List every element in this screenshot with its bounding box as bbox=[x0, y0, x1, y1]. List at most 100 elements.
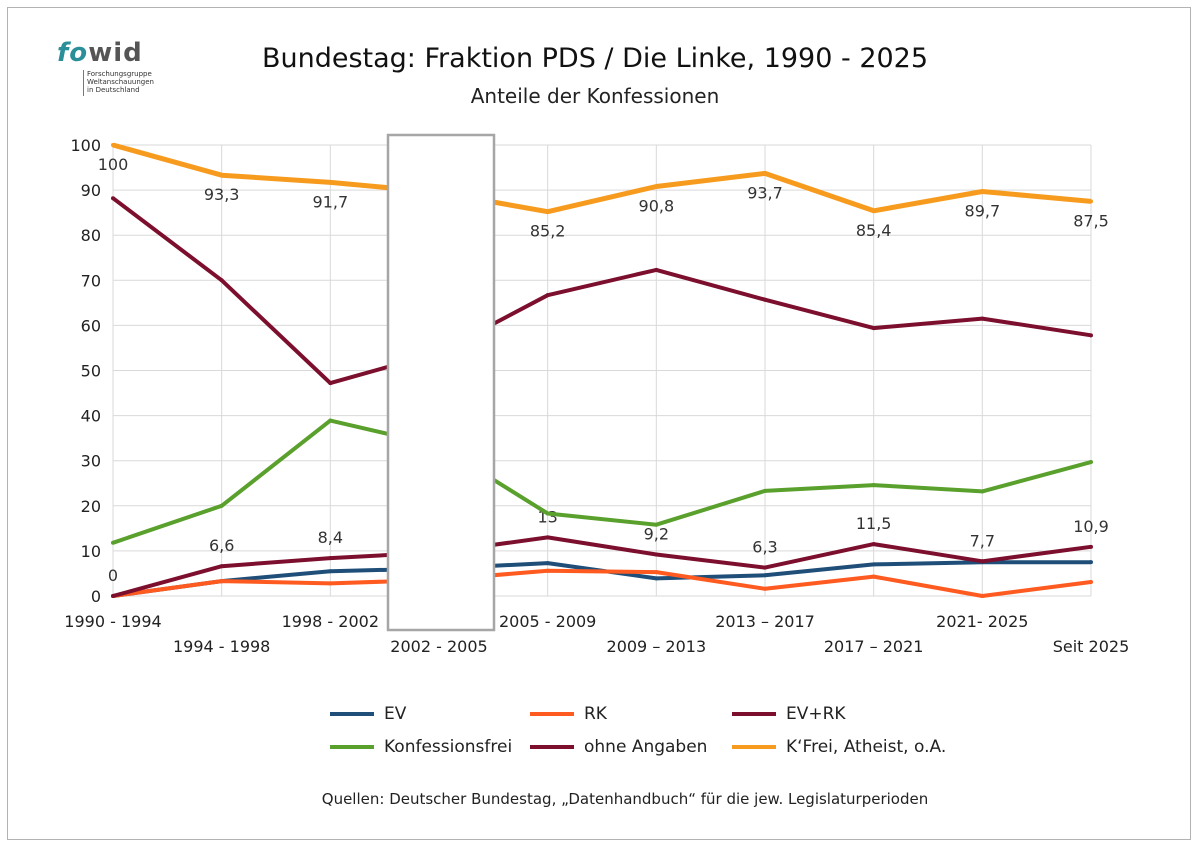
data-label: 85,4 bbox=[856, 221, 892, 240]
x-tick-label: 2002 - 2005 bbox=[390, 637, 487, 656]
y-tick-label: 80 bbox=[81, 226, 101, 245]
legend-item: RK bbox=[530, 704, 607, 724]
series-line bbox=[112, 535, 1092, 598]
data-point bbox=[654, 576, 659, 581]
legend-label: RK bbox=[584, 704, 607, 724]
data-point bbox=[1089, 460, 1093, 465]
legend-label: Konfessionsfrei bbox=[384, 737, 513, 757]
data-point bbox=[1089, 580, 1093, 585]
series-line bbox=[111, 196, 1092, 386]
y-tick-label: 60 bbox=[81, 316, 101, 335]
legend-swatch bbox=[732, 745, 776, 749]
data-point bbox=[871, 208, 876, 213]
data-point bbox=[763, 586, 767, 591]
series-line bbox=[112, 142, 1092, 215]
data-point bbox=[980, 316, 985, 321]
source-note: Quellen: Deutscher Bundestag, „Datenhand… bbox=[321, 790, 929, 808]
legend-swatch bbox=[732, 712, 776, 716]
legend-swatch bbox=[330, 712, 374, 716]
data-point bbox=[763, 171, 767, 176]
logo-tagline-line: Forschungsgruppe bbox=[87, 70, 152, 78]
data-point bbox=[654, 267, 659, 272]
data-point bbox=[980, 559, 985, 564]
data-point bbox=[871, 542, 876, 547]
data-point bbox=[545, 568, 550, 573]
data-label: 9,2 bbox=[644, 525, 669, 544]
data-label: 90,8 bbox=[639, 196, 675, 215]
data-point bbox=[1089, 544, 1093, 549]
x-tick-label: 2005 - 2009 bbox=[499, 612, 596, 631]
legend-swatch bbox=[530, 712, 574, 716]
data-label: 6,6 bbox=[209, 536, 234, 555]
data-label: 93,3 bbox=[204, 185, 240, 204]
legend-label: EV bbox=[384, 704, 407, 724]
logo-wid: wid bbox=[88, 38, 143, 68]
y-tick-label: 40 bbox=[81, 407, 101, 426]
data-point bbox=[654, 184, 659, 189]
data-point bbox=[219, 579, 224, 584]
data-point bbox=[763, 565, 767, 570]
y-tick-label: 20 bbox=[81, 497, 101, 516]
series-line bbox=[112, 418, 1092, 545]
y-tick-label: 0 bbox=[91, 587, 101, 606]
logo-wordmark: fowid bbox=[57, 40, 167, 66]
data-point bbox=[545, 511, 550, 516]
data-point bbox=[980, 489, 985, 494]
data-label: 100 bbox=[98, 155, 129, 174]
legend-swatch bbox=[330, 745, 374, 749]
data-point bbox=[654, 570, 659, 575]
data-point bbox=[219, 564, 224, 569]
data-label: 7,7 bbox=[970, 531, 995, 550]
data-point bbox=[871, 326, 876, 331]
y-tick-label: 100 bbox=[70, 136, 101, 155]
data-point bbox=[111, 594, 115, 598]
data-point bbox=[328, 180, 333, 185]
chart-title: Bundestag: Fraktion PDS / Die Linke, 199… bbox=[261, 43, 929, 74]
x-tick-label: 1994 - 1998 bbox=[173, 637, 270, 656]
x-tick-label: 2021- 2025 bbox=[936, 612, 1028, 631]
logo-tagline: Forschungsgruppe Weltanschauungen in Deu… bbox=[87, 70, 177, 94]
data-label: 85,2 bbox=[530, 222, 566, 241]
x-tick-label: 1990 - 1994 bbox=[64, 612, 161, 631]
y-tick-label: 10 bbox=[81, 542, 101, 561]
data-point bbox=[328, 381, 333, 386]
data-point bbox=[763, 297, 767, 302]
legend-label: K‘Frei, Atheist, o.A. bbox=[786, 737, 947, 757]
data-point bbox=[871, 483, 876, 488]
occlusion-box bbox=[386, 133, 496, 632]
chart-frame bbox=[7, 7, 1191, 840]
data-point bbox=[980, 189, 985, 194]
y-tick-label: 70 bbox=[81, 271, 101, 290]
logo-tagline-line: Weltanschauungen bbox=[87, 78, 154, 86]
data-point bbox=[111, 540, 115, 545]
data-point bbox=[328, 418, 333, 423]
data-point bbox=[219, 278, 224, 283]
data-point bbox=[654, 522, 659, 527]
data-label: 6,3 bbox=[752, 538, 777, 557]
series-line bbox=[112, 568, 1092, 598]
data-point bbox=[328, 581, 333, 586]
data-label: 11,5 bbox=[856, 514, 892, 533]
legend-item: EV+RK bbox=[732, 704, 846, 724]
logo-fo: fo bbox=[57, 38, 89, 68]
data-point bbox=[545, 561, 550, 566]
x-tick-label: 2013 – 2017 bbox=[715, 612, 815, 631]
y-tick-label: 50 bbox=[81, 362, 101, 381]
data-point bbox=[654, 552, 659, 557]
data-point bbox=[328, 569, 333, 574]
data-point bbox=[980, 594, 985, 598]
legend-swatch bbox=[530, 745, 574, 749]
x-tick-label: 2009 – 2013 bbox=[607, 637, 707, 656]
x-tick-label: 1998 - 2002 bbox=[282, 612, 379, 631]
legend-item: ohne Angaben bbox=[530, 737, 707, 757]
data-point bbox=[871, 574, 876, 579]
data-point bbox=[111, 143, 115, 147]
chart-subtitle: Anteile der Konfessionen bbox=[470, 84, 720, 108]
data-point bbox=[111, 196, 115, 201]
y-tick-label: 30 bbox=[81, 452, 101, 471]
data-point bbox=[219, 503, 224, 508]
data-point bbox=[763, 573, 767, 578]
legend-item: K‘Frei, Atheist, o.A. bbox=[732, 737, 946, 757]
x-tick-label: 2017 – 2021 bbox=[824, 637, 924, 656]
